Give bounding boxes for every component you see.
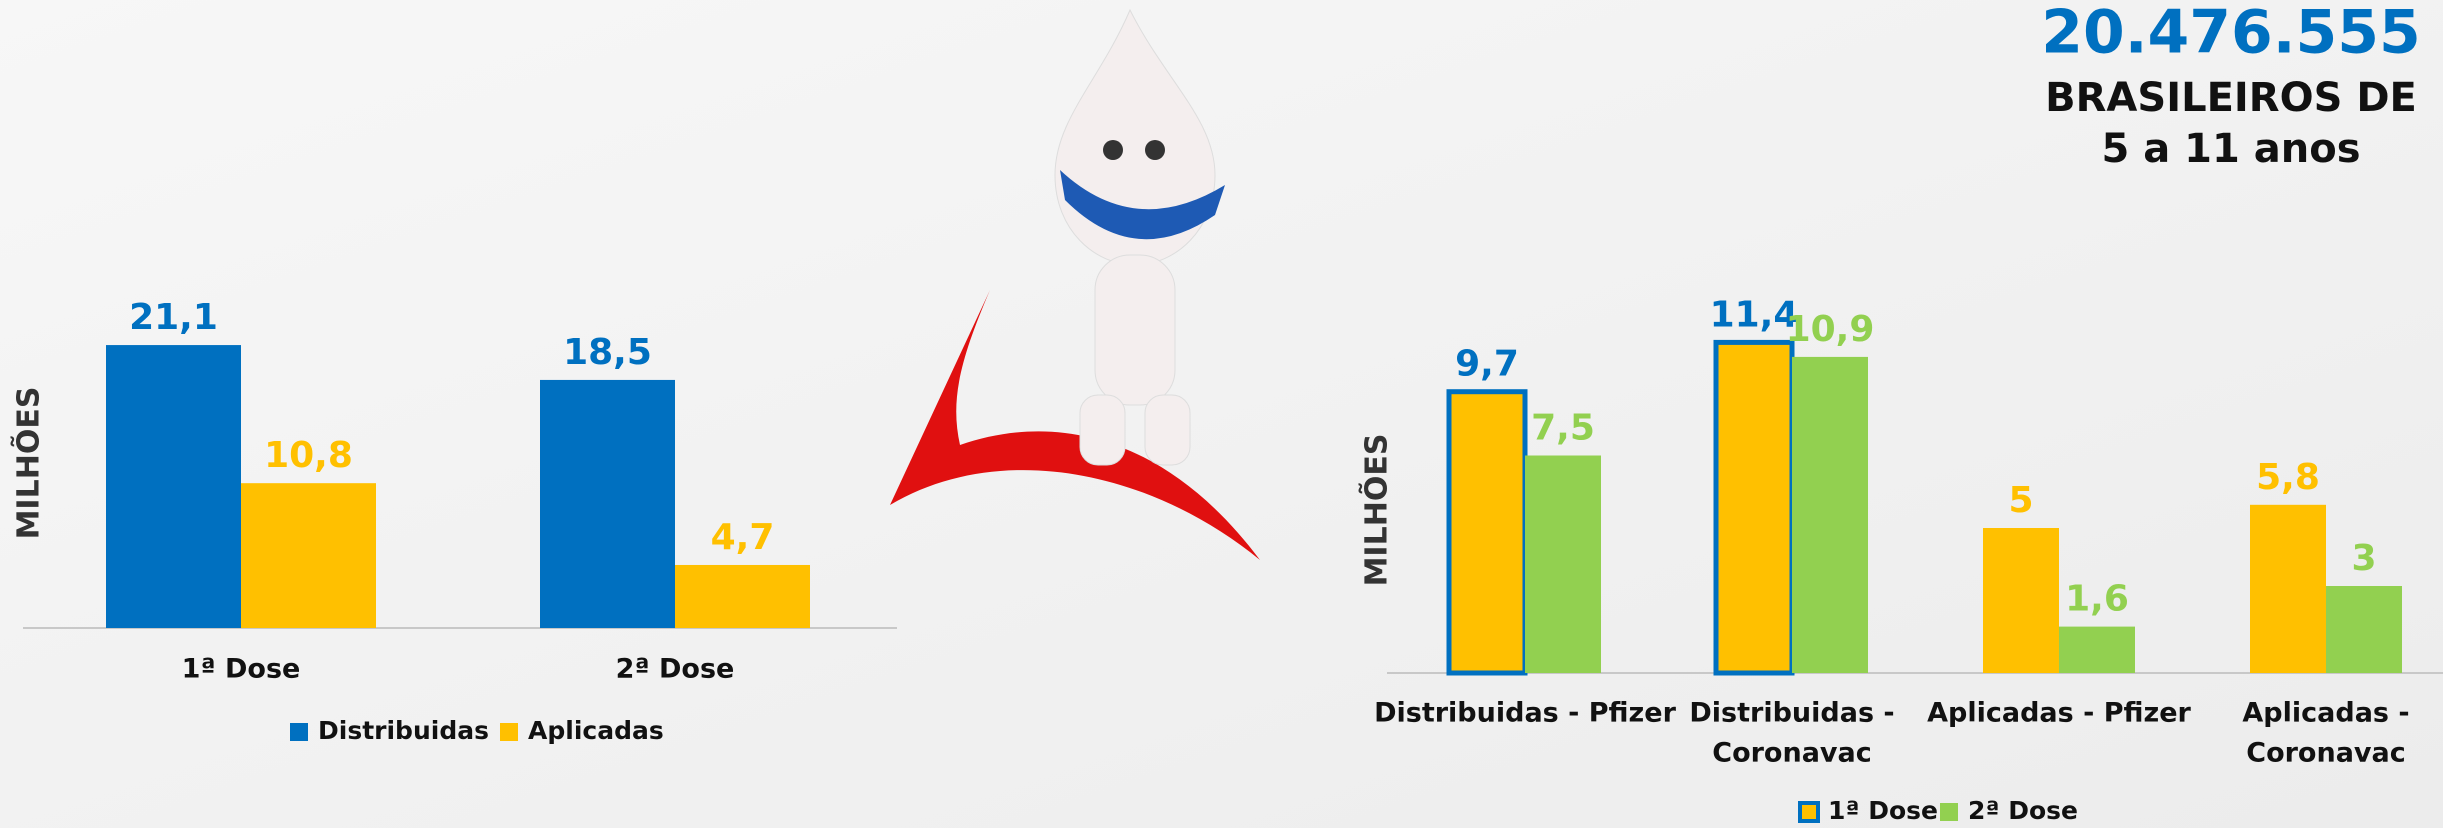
x-tick-label: Aplicadas -: [2242, 698, 2409, 729]
bar: [2059, 626, 2135, 673]
value-label: 5: [2008, 480, 2033, 521]
bar: [241, 483, 376, 628]
legend-label: 2ª Dose: [1968, 796, 2078, 825]
y-axis-label: MILHÕES: [10, 387, 47, 540]
mascot: [1054, 8, 1225, 466]
x-tick-label: Aplicadas - Pfizer: [1927, 698, 2191, 729]
bar: [2250, 504, 2326, 673]
bar: [1446, 389, 1528, 676]
bar: [1713, 339, 1795, 676]
value-label: 5,8: [2256, 457, 2320, 498]
y-axis-label: MILHÕES: [1358, 434, 1395, 587]
legend-swatch: [290, 723, 308, 741]
bar: [106, 345, 241, 628]
legend-swatch: [1798, 801, 1820, 823]
value-label: 10,8: [264, 435, 353, 476]
value-label: 10,9: [1786, 309, 1875, 350]
bar: [540, 379, 675, 628]
bar: [1525, 455, 1601, 673]
value-label: 7,5: [1531, 408, 1595, 449]
legend-swatch: [1940, 803, 1958, 821]
x-tick-label: Coronavac: [1712, 738, 1872, 769]
x-tick-label: Distribuidas -: [1689, 698, 1894, 729]
value-label: 9,7: [1455, 344, 1519, 385]
legend-label: 1ª Dose: [1828, 796, 1938, 825]
bar: [2326, 586, 2402, 673]
value-label: 11,4: [1710, 294, 1799, 335]
bar: [1983, 528, 2059, 673]
bar: [1792, 356, 1868, 673]
value-label: 21,1: [129, 297, 218, 338]
x-tick-label: Coronavac: [2246, 738, 2406, 769]
total-number: 20.476.555: [2041, 0, 2421, 68]
value-label: 1,6: [2065, 579, 2129, 620]
bar: [675, 564, 810, 628]
value-label: 4,7: [711, 517, 775, 558]
value-label: 18,5: [563, 332, 652, 373]
value-label: 3: [2351, 538, 2376, 579]
arrow: [890, 290, 1260, 560]
legend-swatch: [500, 723, 518, 741]
legend-label: Distribuidas: [318, 716, 489, 745]
x-tick-label: 1ª Dose: [182, 654, 301, 685]
header-line: BRASILEIROS DE: [2045, 75, 2417, 121]
x-tick-label: Distribuidas - Pfizer: [1374, 698, 1676, 729]
header-line: 5 a 11 anos: [2101, 126, 2360, 172]
x-tick-label: 2ª Dose: [616, 654, 735, 685]
legend-label: Aplicadas: [528, 716, 664, 745]
